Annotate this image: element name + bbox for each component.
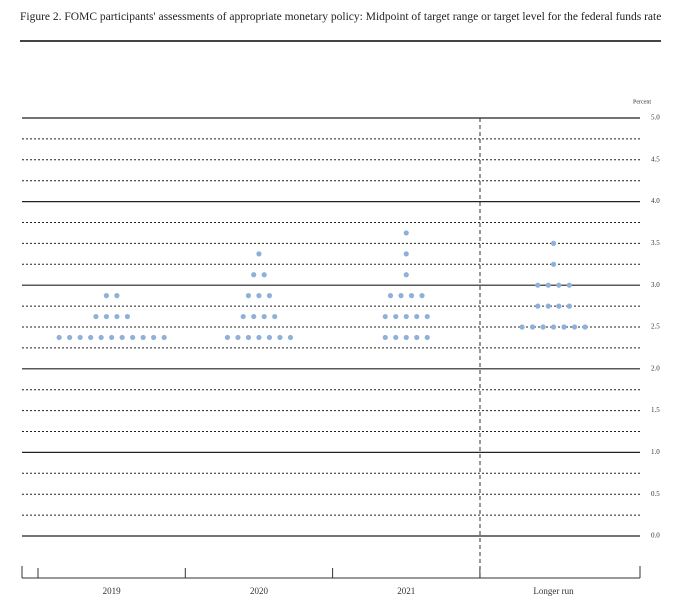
- x-tick-label: 2019: [103, 586, 122, 596]
- y-tick-label: 0.0: [651, 532, 660, 540]
- dot: [582, 324, 588, 330]
- dot: [566, 303, 572, 309]
- y-tick-label: 1.5: [651, 406, 660, 414]
- dot: [408, 293, 415, 299]
- dot: [550, 324, 557, 330]
- dot: [77, 334, 83, 341]
- dot: [98, 334, 104, 341]
- dot: [67, 334, 73, 341]
- dot: [240, 313, 246, 320]
- dot: [119, 334, 125, 341]
- dot: [414, 334, 420, 341]
- dot: [403, 230, 409, 236]
- y-tick-label: 4.5: [651, 155, 660, 163]
- y-tick-label: 3.0: [651, 281, 660, 289]
- dot: [151, 334, 157, 341]
- dot: [403, 334, 409, 341]
- x-tick-label: 2021: [397, 586, 415, 596]
- dot: [277, 334, 283, 341]
- dot: [140, 334, 146, 341]
- dot: [403, 251, 409, 257]
- dot: [266, 334, 273, 341]
- dot: [398, 293, 404, 299]
- dot: [382, 313, 388, 320]
- y-tick-label: 2.0: [651, 364, 660, 372]
- dot: [161, 334, 167, 341]
- dot: [550, 261, 557, 267]
- y-tick-label: 0.5: [651, 490, 660, 498]
- dot: [561, 324, 567, 330]
- dot: [251, 313, 257, 320]
- dot: [287, 334, 294, 341]
- dot: [266, 293, 273, 299]
- y-tick-label: 3.5: [651, 239, 660, 247]
- dot: [256, 334, 262, 341]
- dot: [251, 272, 257, 278]
- dot: [256, 251, 262, 257]
- dot: [556, 303, 562, 309]
- dot: [545, 303, 551, 309]
- dot: [130, 334, 136, 341]
- dot: [403, 272, 409, 278]
- dot: [245, 334, 252, 341]
- dot: [114, 313, 120, 320]
- dot: [545, 282, 551, 288]
- y-tick-label: 2.5: [651, 323, 660, 331]
- y-tick-label: 1.0: [651, 448, 660, 456]
- dot: [403, 313, 409, 320]
- title-rule: [20, 40, 661, 42]
- dot: [103, 293, 109, 299]
- dot: [424, 313, 430, 320]
- y-unit-label: Percent: [633, 99, 651, 105]
- x-tick-label: 2020: [250, 586, 269, 596]
- dot: [529, 324, 536, 330]
- dot: [387, 293, 394, 299]
- dot: [109, 334, 115, 341]
- dot: [56, 334, 62, 341]
- dot: [419, 293, 425, 299]
- dot: [393, 313, 399, 320]
- y-tick-label: 5.0: [651, 114, 660, 122]
- dot: [550, 240, 557, 246]
- y-tick-label: 4.0: [651, 197, 660, 205]
- dot: [556, 282, 562, 288]
- dot: [424, 334, 430, 341]
- dot: [272, 313, 278, 320]
- dot: [393, 334, 399, 341]
- dot: [124, 313, 130, 320]
- dot: [93, 313, 99, 320]
- dot: [235, 334, 241, 341]
- dot: [535, 282, 541, 288]
- dot: [540, 324, 546, 330]
- x-tick-label: Longer run: [533, 586, 574, 596]
- dot: [519, 324, 525, 330]
- dot: [88, 334, 94, 341]
- dot: [261, 272, 267, 278]
- dot: [245, 293, 252, 299]
- dot: [382, 334, 388, 341]
- dot: [566, 282, 572, 288]
- dot: [103, 313, 109, 320]
- dot: [114, 293, 120, 299]
- dot: [261, 313, 267, 320]
- dot: [256, 293, 262, 299]
- dot: [535, 303, 541, 309]
- dot: [571, 324, 578, 330]
- chart-title: Figure 2. FOMC participants' assessments…: [20, 11, 662, 23]
- dot: [414, 313, 420, 320]
- dot: [224, 334, 231, 341]
